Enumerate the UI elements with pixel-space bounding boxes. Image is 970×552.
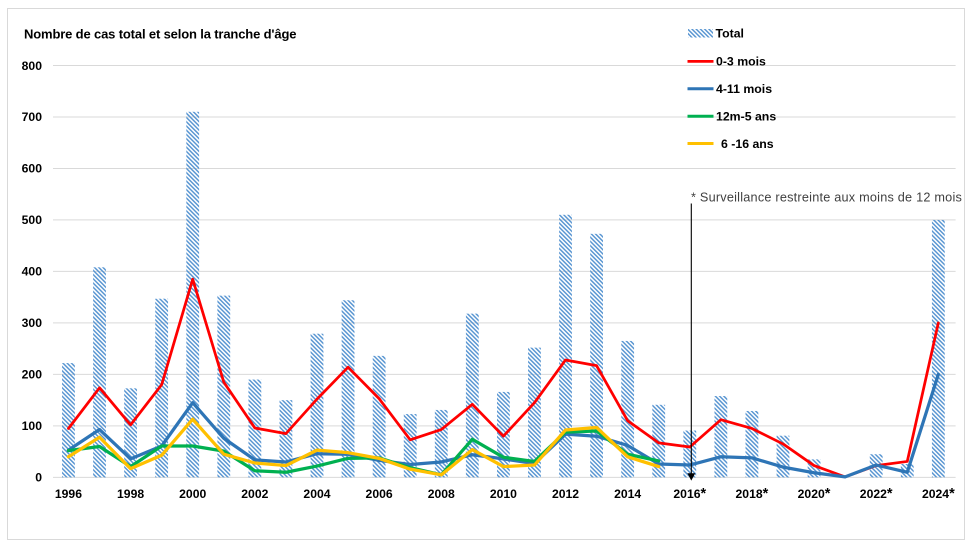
svg-text:6 -16 ans: 6 -16 ans (721, 137, 774, 151)
svg-text:Total: Total (716, 26, 744, 40)
svg-text:4-11 mois: 4-11 mois (716, 82, 772, 96)
svg-text:2024*: 2024* (922, 486, 955, 502)
svg-text:400: 400 (22, 265, 43, 279)
svg-text:2012: 2012 (552, 487, 579, 501)
svg-text:300: 300 (22, 316, 43, 330)
svg-text:2020*: 2020* (798, 486, 831, 502)
svg-text:2006: 2006 (366, 487, 393, 501)
svg-text:* Surveillance restreinte aux: * Surveillance restreinte aux moins de 1… (691, 191, 962, 205)
svg-text:2008: 2008 (428, 487, 455, 501)
svg-text:700: 700 (22, 110, 43, 124)
svg-text:1996: 1996 (55, 487, 82, 501)
svg-text:2004: 2004 (303, 487, 330, 501)
svg-text:Nombre de cas total et selon l: Nombre de cas total et selon la tranche … (24, 27, 296, 42)
svg-text:2016*: 2016* (673, 486, 706, 502)
svg-text:200: 200 (22, 368, 43, 382)
svg-text:600: 600 (22, 162, 43, 176)
svg-text:0: 0 (35, 471, 42, 485)
svg-text:2014: 2014 (614, 487, 641, 501)
svg-text:100: 100 (22, 419, 43, 433)
svg-text:2022*: 2022* (860, 486, 893, 502)
svg-text:800: 800 (22, 59, 43, 73)
svg-text:1998: 1998 (117, 487, 144, 501)
svg-text:2018*: 2018* (736, 486, 769, 502)
svg-text:500: 500 (22, 213, 43, 227)
svg-text:0-3 mois: 0-3 mois (716, 55, 766, 69)
svg-text:2010: 2010 (490, 487, 517, 501)
svg-text:2002: 2002 (241, 487, 268, 501)
svg-text:12m-5 ans: 12m-5 ans (716, 110, 776, 124)
svg-text:2000: 2000 (179, 487, 206, 501)
